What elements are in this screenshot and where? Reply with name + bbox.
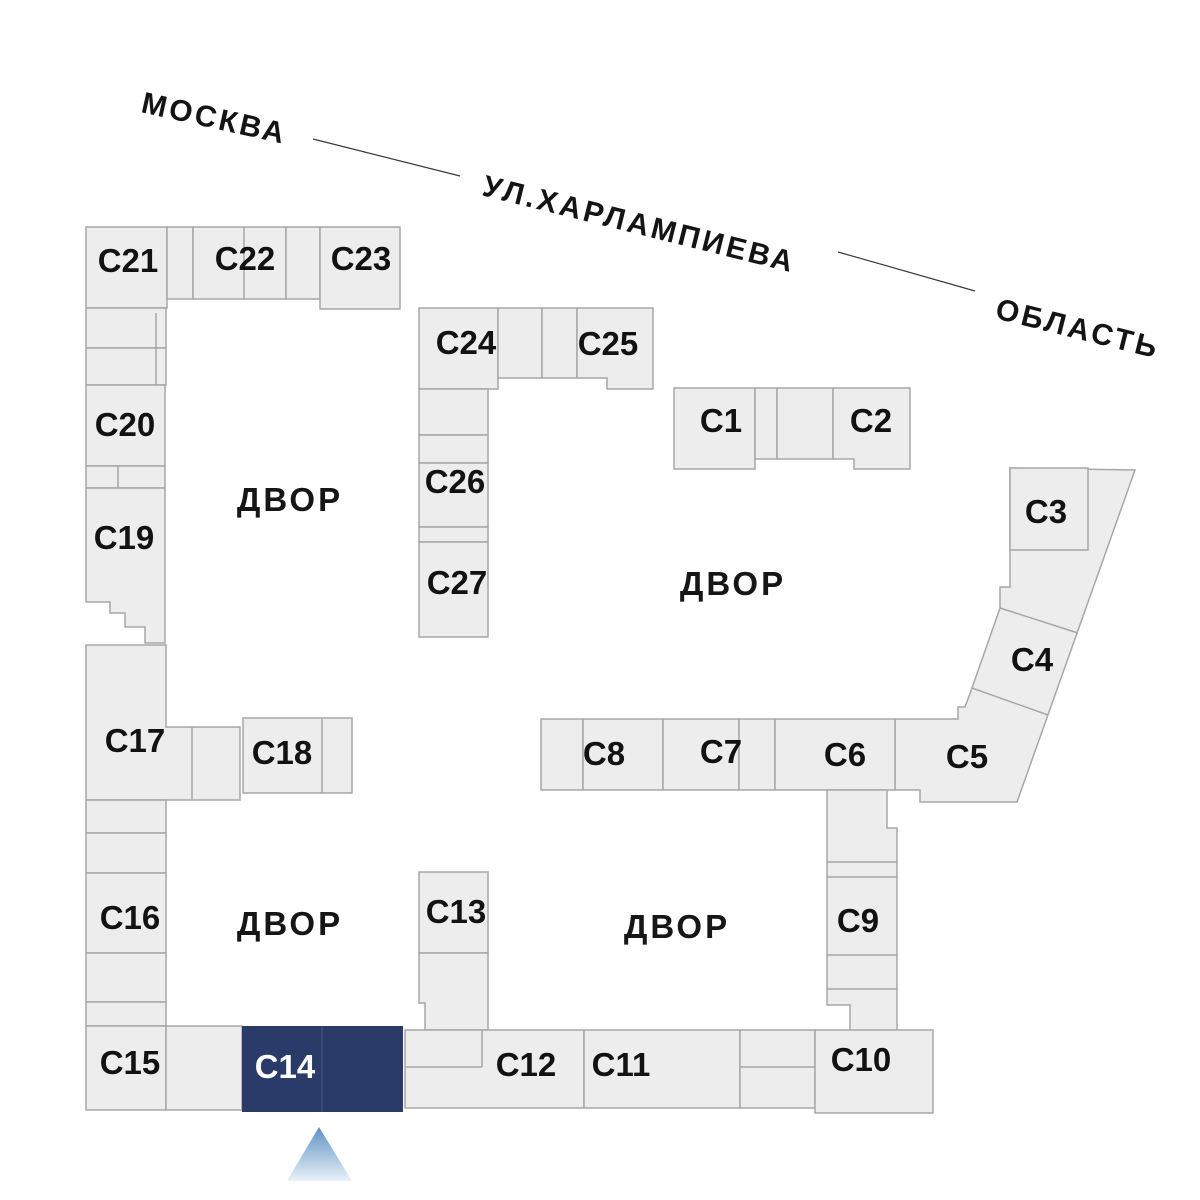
building-section	[85, 832, 167, 874]
building-c22-shape[interactable]	[192, 226, 287, 300]
building-c3-shape[interactable]	[1009, 467, 1089, 551]
building-c13-label: С13	[426, 893, 487, 930]
left-cluster	[85, 226, 401, 1111]
building-c26-shape[interactable]	[418, 462, 489, 528]
middle-cluster	[404, 307, 816, 1109]
street-line-right	[837, 251, 976, 292]
building-section	[754, 387, 778, 460]
selected-building-c14	[242, 1026, 403, 1181]
building-section	[540, 718, 584, 791]
building-labels: С1 С2 С3 С4 С5 С6 С7 С8 С9 С10 С11 С12 С…	[94, 240, 1067, 1085]
building-c24-label: С24	[436, 324, 497, 361]
street-line-left	[312, 138, 461, 177]
selected-building-marker-icon	[287, 1127, 352, 1181]
building-section	[165, 1025, 243, 1111]
courtyard-labels: ДВОР ДВОР ДВОР ДВОР	[237, 481, 786, 945]
building-c16-shape[interactable]	[85, 872, 167, 954]
building-c5-label: С5	[946, 738, 988, 775]
building-c27-label: С27	[427, 564, 488, 601]
building-c21-shape[interactable]	[85, 226, 168, 309]
building-c10-label: С10	[831, 1041, 892, 1078]
building-c12-shape[interactable]	[404, 1029, 585, 1109]
building-section	[85, 307, 167, 349]
building-c23-label: С23	[331, 240, 392, 277]
building-section	[85, 952, 167, 1003]
building-c6-label: С6	[824, 736, 866, 773]
building-section	[166, 226, 194, 300]
building-c9-label: С9	[837, 902, 879, 939]
building-c1-label: С1	[700, 402, 742, 439]
building-section	[497, 307, 543, 379]
courtyard-label: ДВОР	[680, 565, 786, 602]
building-c26-label: С26	[425, 463, 486, 500]
building-c19-label: С19	[94, 519, 155, 556]
building-c21-label: С21	[98, 242, 159, 279]
building-section	[738, 718, 776, 791]
building-c4-label: С4	[1011, 641, 1054, 678]
building-c1-shape[interactable]	[673, 387, 756, 470]
courtyard-label: ДВОР	[237, 481, 343, 518]
building-section	[418, 526, 489, 543]
building-c24-shape[interactable]	[418, 307, 499, 390]
building-c12-label: С12	[496, 1046, 557, 1083]
building-c14-label: С14	[255, 1048, 316, 1085]
building-c20-label: С20	[95, 406, 156, 443]
building-c4-c5-band-shape[interactable]	[894, 467, 1137, 803]
building-c20-shape[interactable]	[85, 384, 166, 467]
building-c7-label: С7	[700, 733, 742, 770]
building-section	[418, 434, 489, 464]
building-c19-shape[interactable]	[85, 487, 166, 644]
building-section	[776, 387, 834, 460]
building-c18-shape[interactable]	[242, 717, 353, 794]
building-section	[739, 1029, 816, 1109]
building-section	[418, 388, 489, 436]
right-cluster	[540, 387, 1137, 1114]
building-c16-label: С16	[100, 899, 161, 936]
building-c15-shape[interactable]	[85, 1025, 167, 1111]
building-c22-label: С22	[215, 240, 276, 277]
courtyard-label: ДВОР	[624, 908, 730, 945]
building-c11-label: С11	[592, 1046, 651, 1083]
section-dividers	[827, 607, 1079, 990]
building-section	[418, 952, 489, 1031]
building-c11-shape[interactable]	[583, 1029, 741, 1109]
building-c17-label: С17	[105, 722, 166, 759]
building-c2-shape[interactable]	[832, 387, 911, 470]
section-dividers	[405, 1030, 815, 1068]
street-city-label: МОСКВА	[138, 87, 290, 151]
building-c23-shape[interactable]	[319, 226, 401, 310]
building-c27-shape[interactable]	[418, 541, 489, 638]
building-section	[85, 347, 167, 386]
street-name-label: УЛ.ХАРЛАМПИЕВА	[479, 170, 799, 280]
building-c8-label: С8	[583, 735, 625, 772]
building-c10-shape[interactable]	[814, 1029, 934, 1114]
building-c25-label: С25	[578, 325, 639, 362]
building-c18-label: С18	[252, 734, 313, 771]
building-c13-shape[interactable]	[418, 871, 489, 954]
building-section	[85, 1001, 167, 1027]
building-c25-shape[interactable]	[576, 307, 654, 390]
building-section	[85, 465, 166, 489]
courtyard-label: ДВОР	[237, 905, 343, 942]
building-c15-label: С15	[100, 1044, 161, 1081]
street-region-label: ОБЛАСТЬ	[992, 293, 1163, 366]
section-dividers	[117, 227, 323, 800]
building-section	[541, 307, 578, 379]
building-c7-shape[interactable]	[662, 718, 740, 791]
building-c2-label: С2	[850, 402, 892, 439]
building-c3-label: С3	[1025, 493, 1067, 530]
building-section	[285, 226, 321, 300]
building-section	[85, 799, 167, 834]
